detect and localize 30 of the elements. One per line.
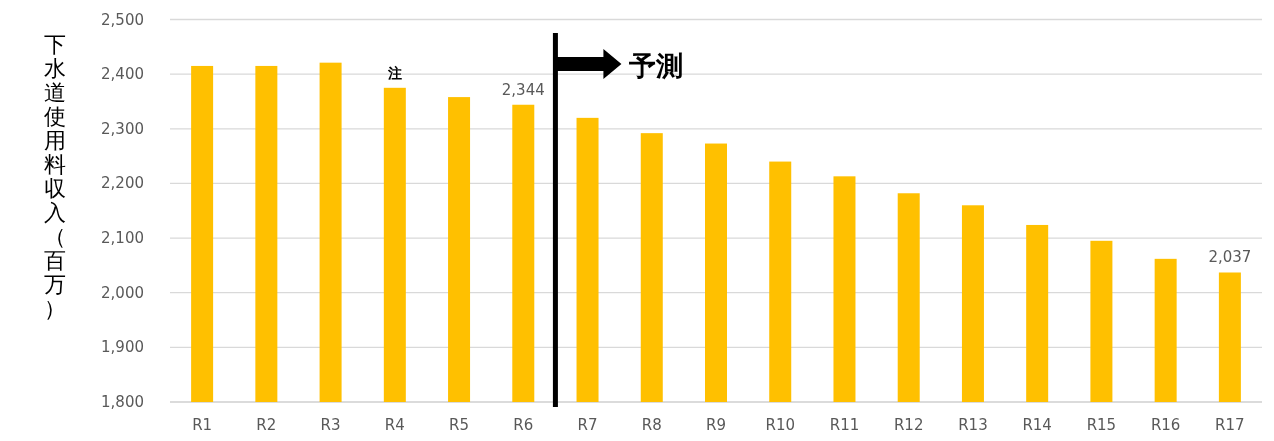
y-tick-label: 2,500 [101, 10, 144, 29]
x-tick-label: R14 [1022, 416, 1052, 434]
x-tick-label: R3 [320, 416, 341, 434]
x-tick-label: R5 [449, 416, 470, 434]
x-tick-label: R8 [641, 416, 662, 434]
y-tick-label: 2,200 [101, 174, 144, 193]
y-tick-label: 2,300 [101, 119, 144, 138]
x-tick-label: R1 [192, 416, 213, 434]
x-tick-label: R13 [958, 416, 988, 434]
y-tick-label: 1,900 [101, 338, 144, 357]
y-tick-label: 2,100 [101, 229, 144, 248]
y-tick-label: 2,400 [101, 65, 144, 84]
data-label: 2,037 [1208, 248, 1252, 267]
y-tick-label: 1,800 [101, 393, 144, 411]
annotation: 注 [386, 65, 402, 81]
x-tick-label: R16 [1150, 416, 1181, 434]
x-tick-label: R4 [384, 416, 405, 434]
text: 下水道使用料収入（百万） [44, 32, 66, 321]
y-tick-label: 2,000 [101, 283, 144, 302]
x-tick-label: R15 [1086, 416, 1117, 434]
data-label: 2,344 [501, 80, 545, 99]
x-tick-label: R11 [829, 416, 860, 434]
x-tick-label: R17 [1215, 416, 1245, 434]
annotation: 予測 [628, 50, 684, 81]
x-tick-label: R6 [513, 416, 534, 434]
x-tick-label: R10 [765, 416, 795, 434]
x-tick-label: R12 [893, 416, 924, 434]
x-tick-label: R9 [706, 416, 726, 434]
x-tick-label: R7 [577, 416, 598, 434]
x-tick-label: R2 [256, 416, 277, 434]
